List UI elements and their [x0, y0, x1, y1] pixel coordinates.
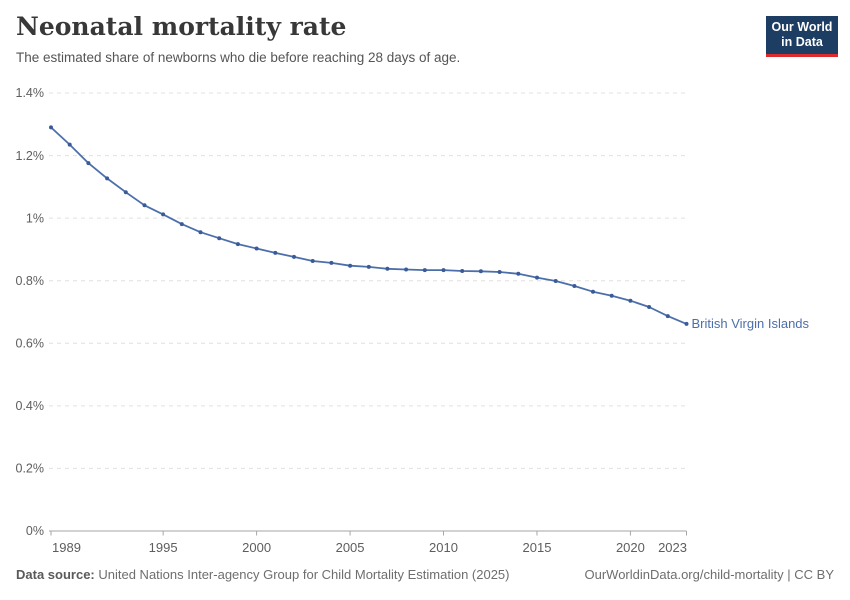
x-axis — [49, 530, 687, 536]
x-tick-label: 2000 — [242, 540, 271, 555]
data-point — [516, 271, 521, 276]
data-point — [254, 246, 259, 251]
x-tick-label: 2020 — [616, 540, 645, 555]
data-point — [441, 268, 446, 273]
data-point — [366, 264, 371, 269]
data-point — [142, 203, 147, 208]
data-point — [217, 236, 222, 241]
data-point — [422, 268, 427, 273]
x-tick-label: 1995 — [149, 540, 178, 555]
data-points — [49, 125, 689, 326]
y-tick-label: 1.4% — [16, 86, 45, 100]
data-point — [665, 314, 670, 319]
x-tick-label: 2005 — [336, 540, 365, 555]
data-point — [161, 212, 166, 217]
data-point — [292, 254, 296, 259]
y-tick-label: 0.2% — [16, 462, 45, 476]
data-source-label: Data source: — [16, 567, 95, 582]
data-point — [179, 222, 184, 227]
y-tick-label: 0.6% — [16, 336, 45, 350]
data-point — [348, 263, 353, 268]
data-point — [273, 250, 278, 255]
owid-logo-line2: in Data — [781, 35, 823, 49]
data-source-text: United Nations Inter-agency Group for Ch… — [94, 567, 510, 582]
data-point — [198, 230, 203, 235]
x-tick-label: 2015 — [523, 540, 552, 555]
data-point — [329, 260, 334, 265]
x-tick-label: 2023 — [658, 540, 687, 555]
y-axis-labels: 0% 0.2% 0.4% 0.6% 0.8% 1% 1.2% 1.4% — [16, 86, 45, 538]
y-tick-label: 1% — [26, 211, 44, 225]
data-point — [67, 142, 72, 147]
entity-label[interactable]: British Virgin Islands — [691, 315, 810, 331]
data-point — [497, 270, 502, 274]
data-point — [385, 266, 390, 271]
data-point — [310, 259, 315, 263]
data-point — [478, 269, 483, 274]
y-gridlines — [49, 92, 687, 469]
data-point — [235, 242, 240, 247]
chart-footer: Data source: United Nations Inter-agency… — [16, 567, 834, 582]
data-point — [553, 279, 558, 283]
footer-link[interactable]: OurWorldinData.org/child-mortality | CC … — [584, 567, 835, 582]
data-point — [535, 275, 539, 280]
data-point — [49, 125, 53, 130]
data-point — [105, 176, 110, 181]
y-tick-label: 0% — [26, 524, 44, 538]
owid-logo-line1: Our World — [771, 20, 833, 34]
x-tick-label: 1989 — [52, 540, 81, 555]
data-point — [684, 321, 689, 326]
data-point — [123, 190, 128, 195]
data-point — [460, 269, 465, 273]
data-point — [609, 293, 614, 298]
y-tick-label: 1.2% — [16, 149, 45, 163]
x-tick-label: 2010 — [429, 540, 458, 555]
data-point — [572, 284, 577, 288]
data-point — [591, 289, 595, 294]
data-point — [647, 305, 652, 309]
data-source: Data source: United Nations Inter-agency… — [16, 567, 510, 582]
data-line[interactable] — [50, 126, 688, 325]
y-tick-label: 0.8% — [16, 274, 45, 288]
y-tick-label: 0.4% — [16, 399, 45, 413]
owid-logo: Our World in Data — [766, 16, 838, 57]
data-point — [628, 298, 633, 303]
page-title: Neonatal mortality rate — [16, 12, 347, 41]
data-point — [404, 267, 409, 272]
data-point — [86, 161, 91, 166]
chart-subtitle: The estimated share of newborns who die … — [16, 50, 461, 65]
x-axis-labels: 1989 1995 2000 2005 2010 2015 2020 2023 — [52, 540, 687, 555]
